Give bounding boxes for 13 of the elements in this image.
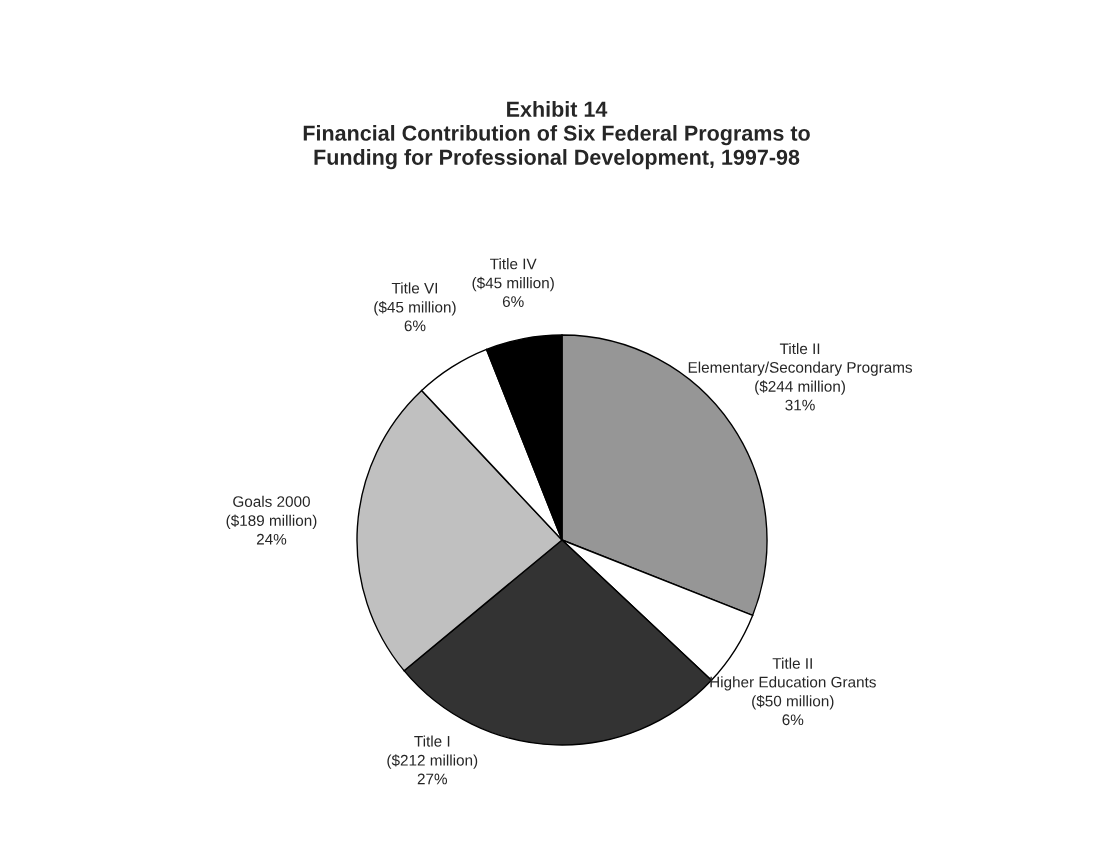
slice-label: Title II Higher Education Grants <box>710 657 876 691</box>
data-label: ($50 million) 6% <box>752 695 834 726</box>
chart-title: Exhibit 14 Financial Contribution of Six Federal Programs to Funding for Professional Development, 1997-98 <box>303 101 810 170</box>
data-label: ($212 million) 27% <box>387 754 478 785</box>
data-label: ($244 million) 31% <box>755 380 845 411</box>
data-label: ($189 million) 24% <box>226 514 317 545</box>
slice-label: Title VI <box>391 282 438 294</box>
slice-label: Goals 2000 <box>233 495 310 507</box>
slice-label: Title IV <box>490 258 537 270</box>
slice-label: Title II Elementary/Secondary Programs <box>688 342 913 376</box>
slice-label: Title I <box>414 735 450 747</box>
data-label: ($45 million) 6% <box>374 301 456 332</box>
data-label: ($45 million) 6% <box>472 276 554 307</box>
